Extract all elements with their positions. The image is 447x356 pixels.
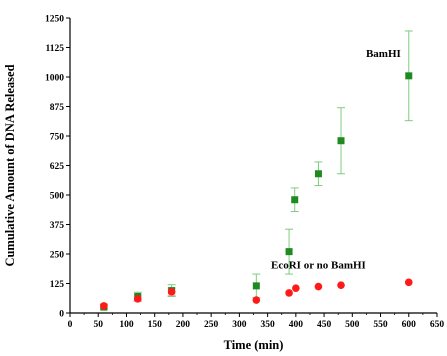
data-point-square xyxy=(405,72,413,80)
x-tick-label: 300 xyxy=(232,320,247,330)
data-point-circle xyxy=(337,281,345,289)
y-tick-label: 750 xyxy=(50,133,65,143)
annotation-label: BamHI xyxy=(366,48,401,60)
x-tick-label: 500 xyxy=(345,320,360,330)
y-tick-label: 125 xyxy=(50,280,65,290)
x-tick-label: 600 xyxy=(402,320,417,330)
x-axis-title: Time (min) xyxy=(224,338,284,352)
y-tick-label: 875 xyxy=(50,103,65,113)
x-tick-label: 250 xyxy=(204,320,219,330)
data-point-circle xyxy=(252,296,261,304)
y-tick-label: 250 xyxy=(50,251,65,261)
y-tick-label: 500 xyxy=(50,192,65,202)
data-point-square xyxy=(252,282,260,290)
y-tick-label: 1000 xyxy=(45,74,64,84)
x-tick-label: 0 xyxy=(68,320,73,330)
data-point-circle xyxy=(314,282,323,291)
x-tick-label: 550 xyxy=(373,320,388,330)
annotation-label: EcoRI or no BamHI xyxy=(271,260,366,272)
x-tick-label: 150 xyxy=(148,320,163,330)
x-tick-label: 100 xyxy=(119,320,134,330)
data-point-circle xyxy=(404,278,413,287)
annotations: BamHI EcoRI or no BamHI xyxy=(271,48,401,272)
ticks: 0 50 100 150 200 250 300 350 400 450 500 550 600 650 0… xyxy=(45,15,444,331)
data-marks xyxy=(100,72,413,311)
y-tick-label: 1250 xyxy=(45,15,64,25)
y-tick-label: 0 xyxy=(59,310,64,320)
data-point-circle xyxy=(292,284,300,293)
x-tick-label: 350 xyxy=(260,320,275,330)
y-tick-label: 1125 xyxy=(46,44,65,54)
data-point-circle xyxy=(285,289,293,297)
x-tick-label: 200 xyxy=(176,320,191,330)
data-point-square xyxy=(314,170,322,178)
data-point-square xyxy=(337,137,345,145)
data-point-circle xyxy=(133,295,142,303)
data-point-square xyxy=(285,248,293,256)
y-tick-label: 375 xyxy=(50,221,65,231)
error-bars xyxy=(99,30,413,310)
data-point-circle xyxy=(167,287,176,296)
x-tick-label: 650 xyxy=(430,320,445,330)
data-point-circle xyxy=(100,302,108,310)
x-tick-label: 450 xyxy=(317,320,332,330)
y-axis-title: Cumulative Amount of DNA Released xyxy=(3,64,17,266)
y-tick-label: 625 xyxy=(50,162,65,172)
data-point-square xyxy=(291,196,299,204)
x-tick-label: 50 xyxy=(93,320,103,330)
x-tick-label: 400 xyxy=(289,320,304,330)
